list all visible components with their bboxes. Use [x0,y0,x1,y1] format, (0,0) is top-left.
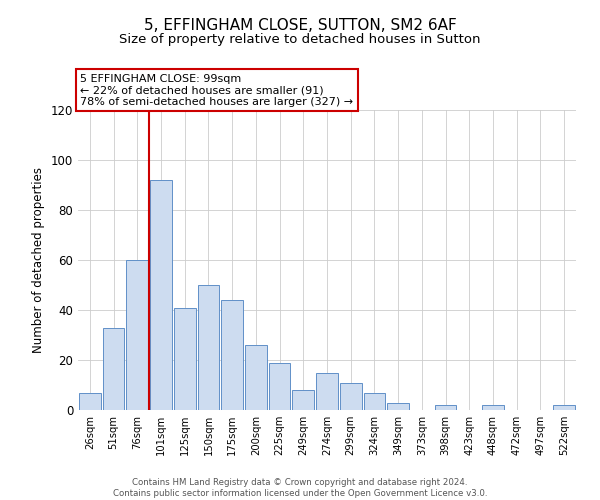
Bar [292,390,314,410]
Bar [553,405,575,410]
Text: Size of property relative to detached houses in Sutton: Size of property relative to detached ho… [119,32,481,46]
Text: Contains HM Land Registry data © Crown copyright and database right 2024.
Contai: Contains HM Land Registry data © Crown c… [113,478,487,498]
Bar [150,180,172,410]
Bar [245,345,267,410]
Bar [127,260,148,410]
Bar [269,362,290,410]
Bar [387,402,409,410]
Bar [340,382,362,410]
Bar [79,392,101,410]
Bar [103,328,124,410]
Bar [434,405,457,410]
Bar [482,405,504,410]
Text: 5, EFFINGHAM CLOSE, SUTTON, SM2 6AF: 5, EFFINGHAM CLOSE, SUTTON, SM2 6AF [143,18,457,32]
Text: 5 EFFINGHAM CLOSE: 99sqm
← 22% of detached houses are smaller (91)
78% of semi-d: 5 EFFINGHAM CLOSE: 99sqm ← 22% of detach… [80,74,353,107]
Bar [197,285,220,410]
Bar [221,300,243,410]
Bar [364,392,385,410]
Bar [316,372,338,410]
Bar [174,308,196,410]
Y-axis label: Number of detached properties: Number of detached properties [32,167,45,353]
